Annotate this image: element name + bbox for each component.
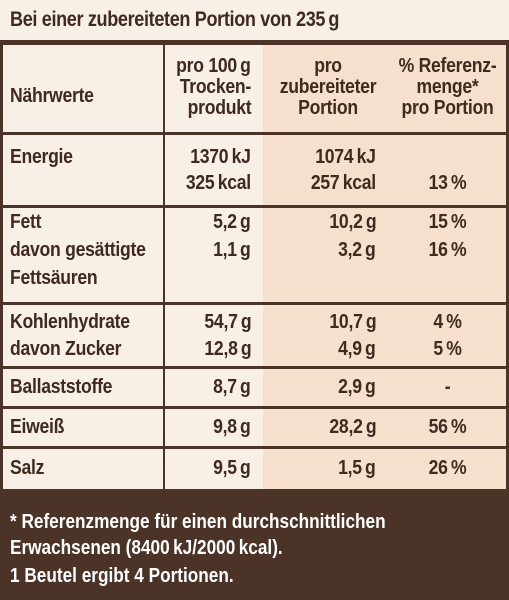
footnote-line-1: * Referenzmenge für einen durchschnittli… (10, 511, 386, 533)
column-header-per100-line3: produkt (187, 97, 251, 119)
column-header-ri-line1: % Referenz- (398, 55, 497, 77)
row-fibre-portion: 2,9 g (338, 376, 377, 398)
row-fibre-per100: 8,7 g (213, 376, 252, 398)
row-energy-name: Energie (10, 146, 73, 168)
row-fat-ri: 15 % (428, 211, 467, 233)
serving-title: Bei einer zubereiteten Portion von 235 g (10, 8, 340, 31)
row-salt-per100: 9,5 g (213, 457, 252, 479)
row-divider (0, 205, 509, 208)
row-energy-per100-kcal: 325 kcal (185, 172, 251, 194)
row-saturates-portion: 3,2 g (338, 239, 377, 261)
row-carbs-per100: 54,7 g (204, 311, 251, 333)
row-divider (0, 446, 509, 449)
footnote-line-2: Erwachsenen (8400 kJ/2000 kcal). (10, 537, 283, 559)
row-energy-portion-kj: 1074 kJ (315, 146, 377, 168)
row-energy-ri: 13 % (428, 172, 467, 194)
row-energy-portion-kcal: 257 kcal (310, 172, 376, 194)
row-sugars-name: davon Zucker (10, 338, 122, 360)
row-fat-per100: 5,2 g (213, 211, 252, 233)
column-header-ri-line3: pro Portion (401, 97, 494, 119)
column-header-per100-line2: Trocken- (179, 76, 252, 98)
footnote: * Referenzmenge für einen durchschnittli… (0, 496, 509, 600)
column-header-portion-line3: Portion (298, 97, 358, 119)
row-fat-portion: 10,2 g (329, 211, 376, 233)
row-protein-ri: 56 % (428, 416, 467, 438)
column-header-nutrient: Nährwerte (10, 85, 94, 107)
nutrition-table: Nährwerte pro 100 g Trocken- produkt pro… (0, 42, 509, 492)
column-header-portion-line1: pro (314, 55, 342, 77)
row-divider (0, 302, 509, 305)
serving-header: Bei einer zubereiteten Portion von 235 g (0, 0, 509, 40)
row-protein-per100: 9,8 g (213, 416, 252, 438)
row-divider (0, 406, 509, 409)
row-sugars-ri: 5 % (433, 338, 462, 360)
column-divider (163, 42, 165, 492)
row-sugars-portion: 4,9 g (338, 338, 377, 360)
table-border (0, 42, 509, 492)
row-sugars-per100: 12,8 g (204, 338, 251, 360)
row-carbs-name: Kohlenhydrate (10, 311, 130, 333)
column-header-ri-line2: menge* (416, 76, 479, 98)
portion-columns-background (263, 42, 509, 492)
row-protein-portion: 28,2 g (329, 416, 376, 438)
row-fat-name: Fett (10, 211, 42, 233)
column-header-portion-line2: zubereiteter (279, 76, 377, 98)
row-divider (0, 132, 509, 135)
column-header-per100-line1: pro 100 g (176, 55, 251, 77)
row-fibre-ri: - (444, 376, 451, 398)
row-energy-per100-kj: 1370 kJ (190, 146, 252, 168)
row-fibre-name: Ballaststoffe (10, 376, 113, 398)
row-salt-ri: 26 % (428, 457, 467, 479)
row-carbs-portion: 10,7 g (329, 311, 376, 333)
row-salt-name: Salz (10, 457, 45, 479)
row-protein-name: Eiweiß (10, 416, 65, 438)
row-saturates-name-line2: Fettsäuren (10, 267, 98, 289)
row-carbs-ri: 4 % (433, 311, 462, 333)
row-salt-portion: 1,5 g (338, 457, 377, 479)
row-divider (0, 366, 509, 369)
row-saturates-name: davon gesättigte (10, 239, 146, 261)
row-saturates-ri: 16 % (428, 239, 467, 261)
footnote-line-3: 1 Beutel ergibt 4 Portionen. (10, 565, 234, 587)
row-saturates-per100: 1,1 g (213, 239, 252, 261)
